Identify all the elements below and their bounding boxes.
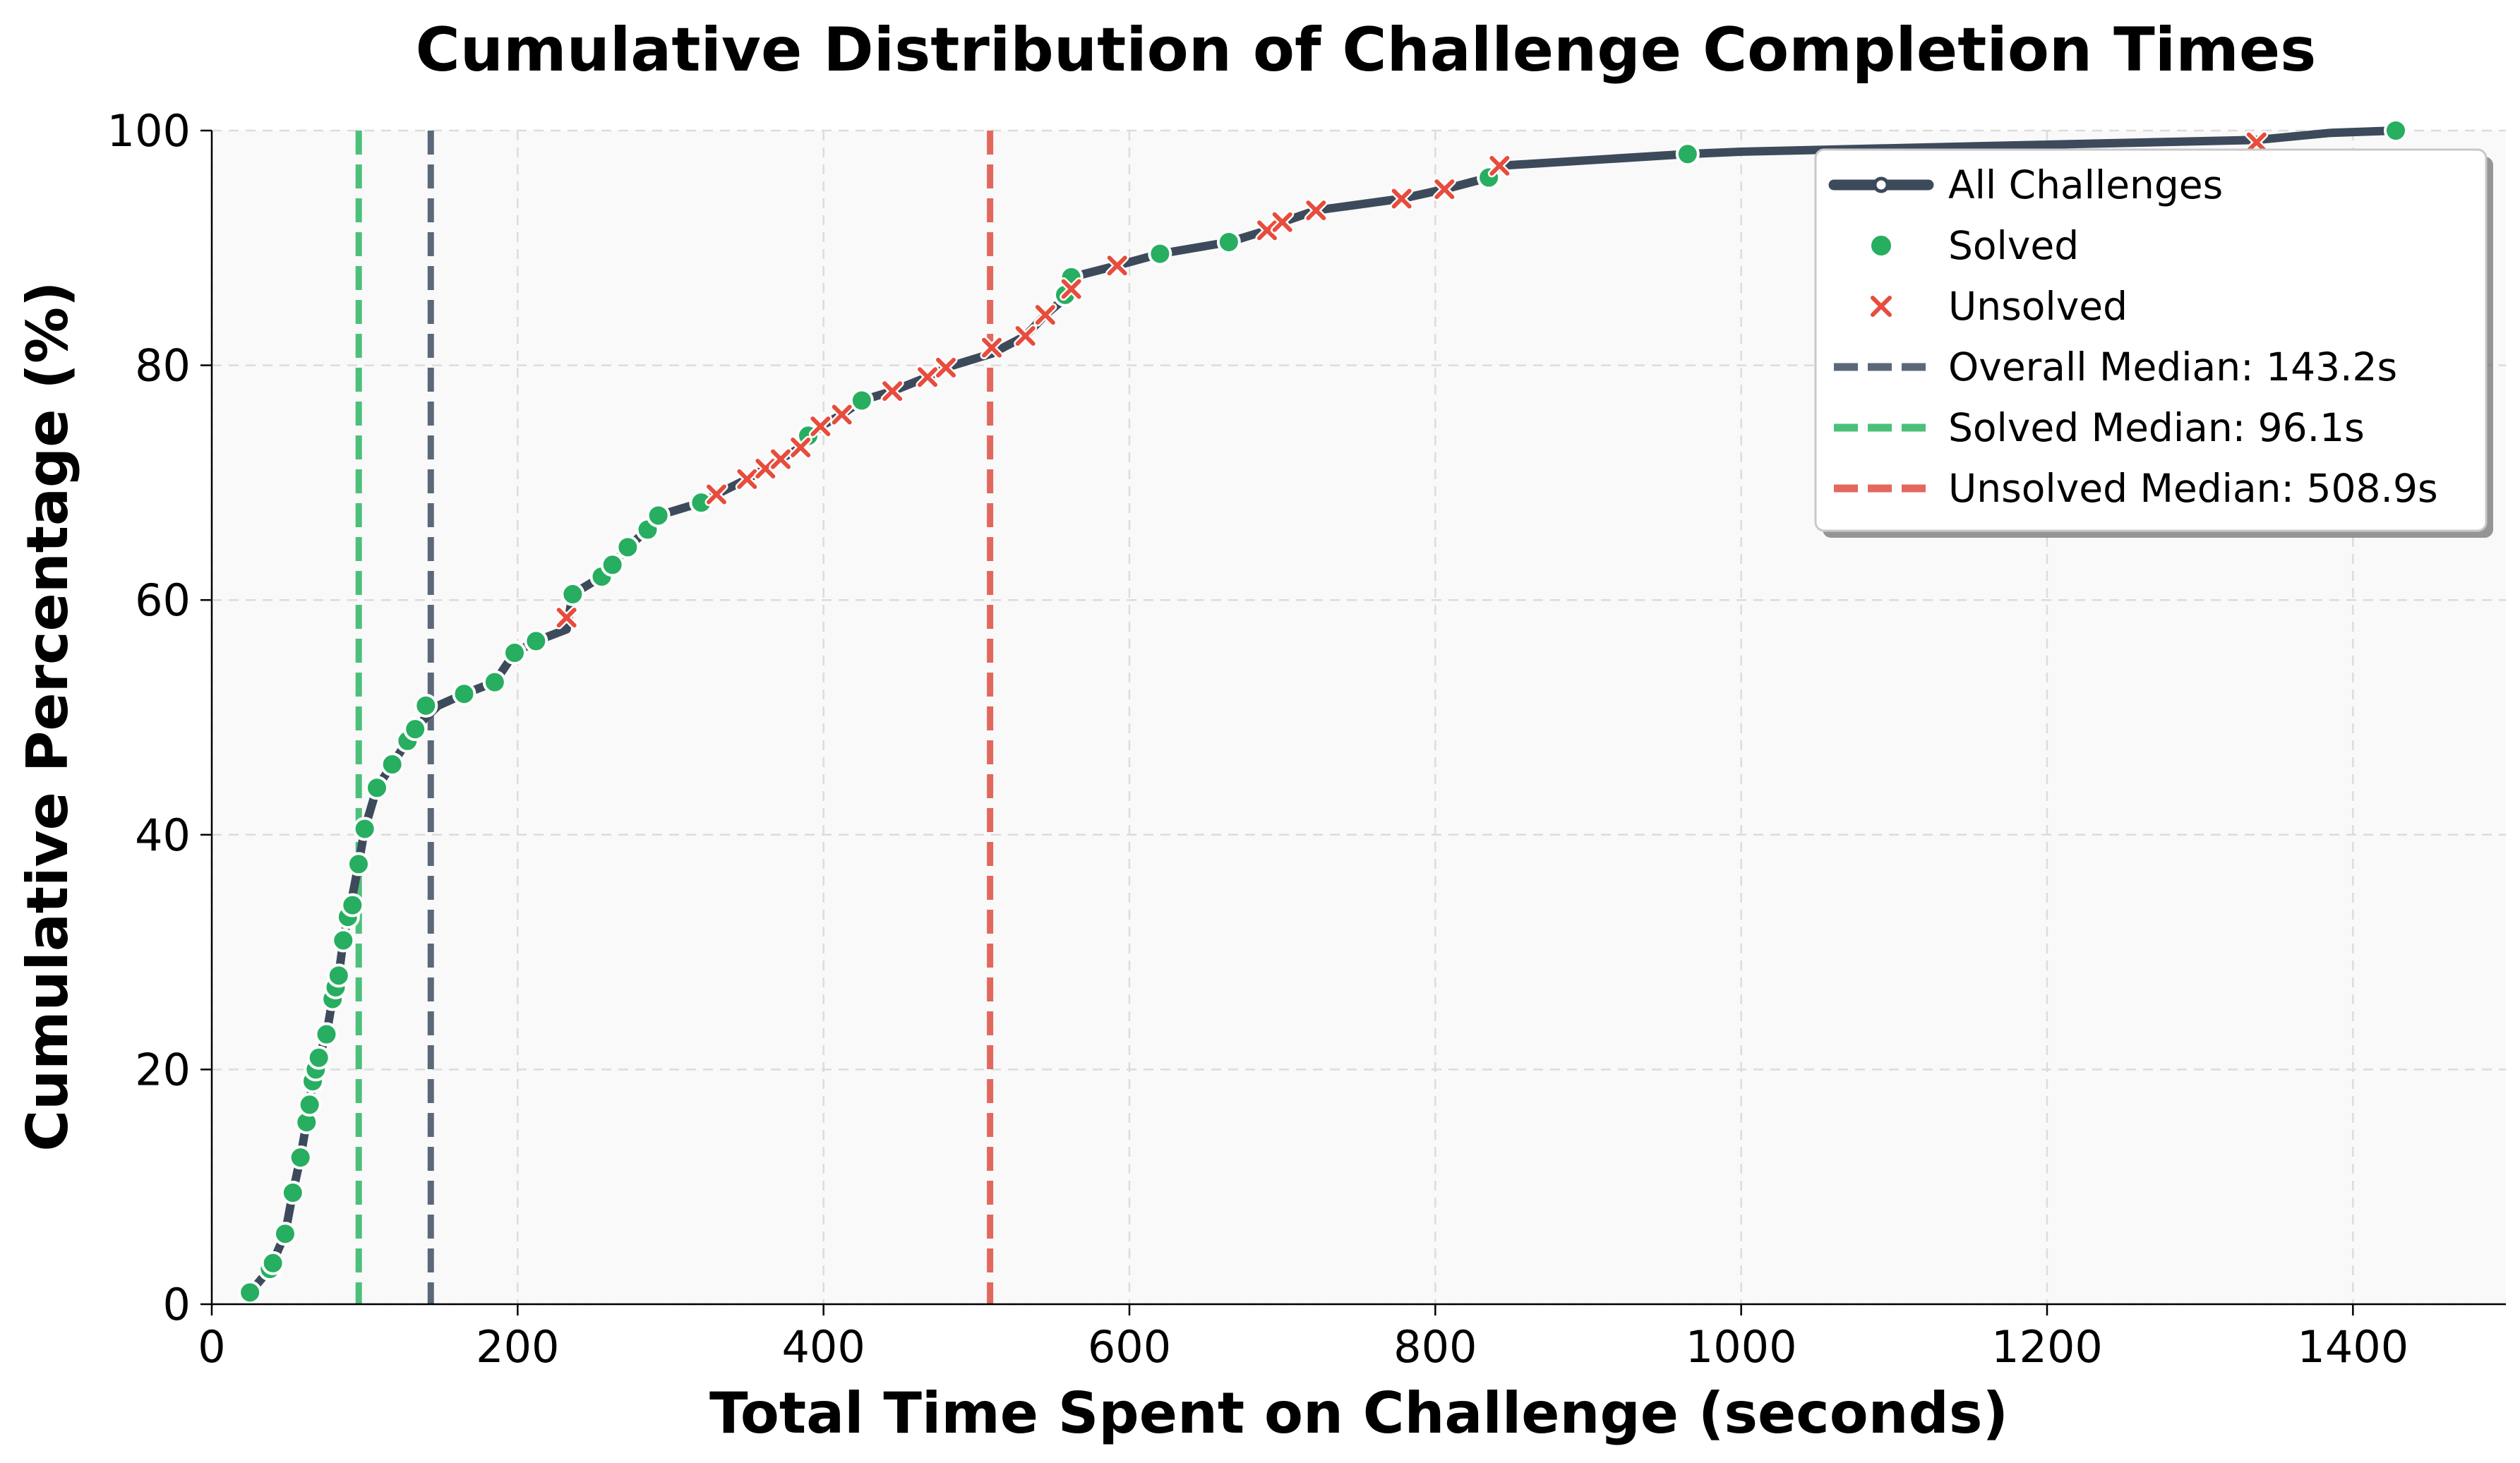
y-tick-label: 100 (107, 105, 191, 157)
solved-point (1148, 241, 1172, 266)
unsolved-point (769, 447, 793, 471)
unsolved-point (1255, 218, 1279, 242)
x-tick-label: 0 (198, 1321, 225, 1373)
solved-points (238, 119, 2408, 1305)
y-tick-label: 60 (135, 574, 191, 626)
unsolved-point (934, 356, 958, 380)
unsolved-point (916, 365, 940, 389)
solved-point (849, 388, 874, 413)
x-tick-label: 400 (781, 1321, 865, 1373)
solved-point (560, 582, 585, 606)
x-tick-label: 200 (476, 1321, 559, 1373)
solved-point (260, 1251, 285, 1275)
x-tick-label: 1400 (2297, 1321, 2408, 1373)
legend-label-unsolved: Unsolved (1948, 284, 2128, 329)
x-tick-label: 600 (1088, 1321, 1171, 1373)
solved-point (414, 693, 438, 718)
solved-point (482, 670, 507, 694)
chart-title: Cumulative Distribution of Challenge Com… (416, 15, 2317, 85)
unsolved-point (808, 414, 832, 438)
unsolved-point (980, 336, 1004, 360)
y-ticks: 0 20 40 60 80 100 (107, 105, 212, 1330)
solved-point (306, 1045, 331, 1070)
legend: All Challenges Solved Unsolved Overall M… (1814, 148, 2493, 538)
unsolved-point (1271, 210, 1295, 234)
solved-point (288, 1145, 313, 1170)
x-ticks: 0 200 400 600 800 1000 1200 1400 (198, 1304, 2408, 1373)
unsolved-point (555, 606, 579, 630)
unsolved-point (1014, 324, 1038, 348)
solved-point (524, 629, 548, 654)
y-axis-label: Cumulative Percentage (%) (15, 281, 80, 1151)
unsolved-points (555, 131, 2269, 630)
legend-x-marker (1868, 294, 1894, 319)
solved-point (280, 1181, 305, 1205)
unsolved-point (1432, 177, 1456, 201)
solved-point (273, 1222, 297, 1246)
x-tick-label: 1200 (1991, 1321, 2103, 1373)
unsolved-point (1060, 277, 1084, 301)
legend-label-solved-median: Solved Median: 96.1s (1948, 405, 2365, 450)
x-tick-label: 1000 (1686, 1321, 1797, 1373)
y-tick-label: 40 (135, 809, 191, 861)
solved-point (380, 752, 404, 777)
solved-point (326, 963, 351, 988)
solved-point (297, 1092, 322, 1117)
legend-label-unsolved-median: Unsolved Median: 508.9s (1948, 466, 2438, 511)
y-tick-label: 0 (163, 1279, 191, 1330)
solved-point (503, 641, 527, 666)
legend-label-overall-median: Overall Median: 143.2s (1948, 344, 2397, 390)
x-tick-label: 800 (1393, 1321, 1477, 1373)
unsolved-point (753, 457, 777, 481)
solved-point (347, 852, 371, 877)
solved-point (352, 817, 377, 841)
solved-point (314, 1022, 339, 1047)
unsolved-point (2245, 131, 2269, 155)
y-tick-label: 80 (135, 340, 191, 392)
x-axis-label: Total Time Spent on Challenge (seconds) (709, 1380, 2008, 1446)
unsolved-point (1487, 154, 1511, 178)
solved-point (646, 503, 671, 528)
unsolved-point (1105, 253, 1129, 277)
solved-point (452, 682, 476, 706)
unsolved-point (880, 379, 904, 403)
unsolved-point (788, 435, 812, 459)
legend-marker-unsolved (1868, 294, 1894, 319)
y-tick-label: 20 (135, 1044, 191, 1095)
legend-marker-all-challenges-dot (1873, 176, 1890, 193)
solved-point (616, 535, 640, 560)
legend-box (1814, 148, 2488, 532)
legend-label-all-challenges: All Challenges (1948, 162, 2223, 207)
unsolved-point (830, 402, 854, 426)
solved-point (365, 776, 389, 800)
solved-point (600, 553, 625, 577)
legend-label-solved: Solved (1948, 223, 2079, 268)
solved-point (1675, 142, 1700, 167)
solved-point (238, 1280, 263, 1305)
solved-point (403, 717, 428, 742)
unsolved-point (1033, 303, 1057, 327)
solved-point (1216, 229, 1241, 254)
unsolved-point (1304, 198, 1328, 222)
unsolved-point (735, 467, 759, 491)
solved-point (331, 928, 356, 953)
unsolved-point (1390, 186, 1414, 210)
solved-point (2384, 119, 2408, 143)
solved-point (340, 893, 365, 917)
unsolved-point (704, 483, 728, 507)
legend-marker-solved (1868, 233, 1894, 258)
